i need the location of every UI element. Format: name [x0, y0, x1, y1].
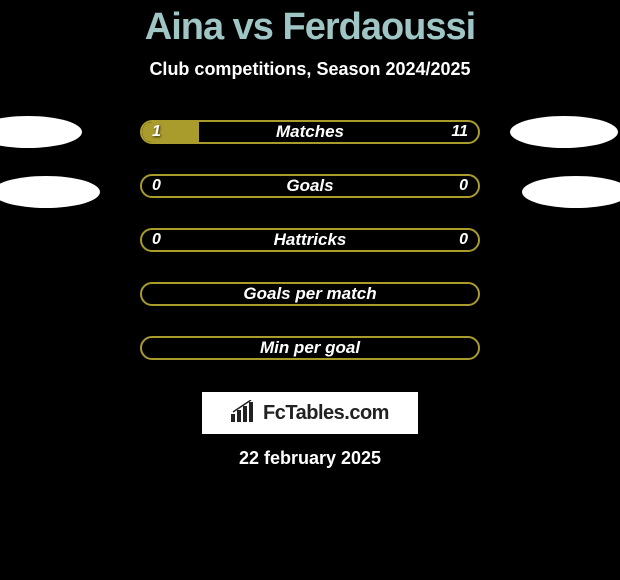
stat-row: Goals 0 0 [12, 170, 608, 202]
stat-bar: Goals 0 0 [140, 174, 480, 198]
spacer [12, 278, 120, 310]
spacer [12, 224, 120, 256]
stat-fill-left [142, 122, 199, 142]
stat-value-right: 0 [459, 177, 468, 195]
logo-text: FcTables.com [263, 402, 389, 425]
comparison-container: Aina vs Ferdaoussi Club competitions, Se… [0, 0, 620, 469]
stat-value-left: 0 [152, 177, 161, 195]
stat-label: Matches [276, 122, 344, 142]
spacer [500, 332, 608, 364]
chart-icon [231, 400, 257, 427]
player-left-marker [0, 176, 100, 208]
stats-area: Matches111Goals00Hattricks00Goals per ma… [12, 116, 608, 386]
logo-box: FcTables.com [202, 392, 418, 434]
date-label: 22 february 2025 [239, 448, 381, 469]
stat-row: Matches111 [12, 116, 608, 148]
player-right-marker [522, 176, 620, 208]
stat-bar: Hattricks 0 0 [140, 228, 480, 252]
stat-row: Min per goal [12, 332, 608, 364]
stat-label: Goals per match [243, 284, 376, 304]
stat-bar: Goals per match [140, 282, 480, 306]
stat-row: Goals per match [12, 278, 608, 310]
subtitle: Club competitions, Season 2024/2025 [149, 59, 470, 80]
player-left-marker [0, 116, 82, 148]
stat-bar: Matches111 [140, 120, 480, 144]
stat-label: Goals [286, 176, 333, 196]
stat-bar: Min per goal [140, 336, 480, 360]
player-right-marker [510, 116, 618, 148]
spacer [500, 278, 608, 310]
spacer [12, 332, 120, 364]
page-title: Aina vs Ferdaoussi [145, 6, 475, 49]
stat-value-left: 0 [152, 231, 161, 249]
spacer [500, 224, 608, 256]
stat-label: Min per goal [260, 338, 360, 358]
stat-row: Hattricks 0 0 [12, 224, 608, 256]
stat-value-left: 1 [152, 123, 161, 141]
stat-label: Hattricks [274, 230, 347, 250]
stat-value-right: 11 [451, 123, 468, 141]
stat-value-right: 0 [459, 231, 468, 249]
